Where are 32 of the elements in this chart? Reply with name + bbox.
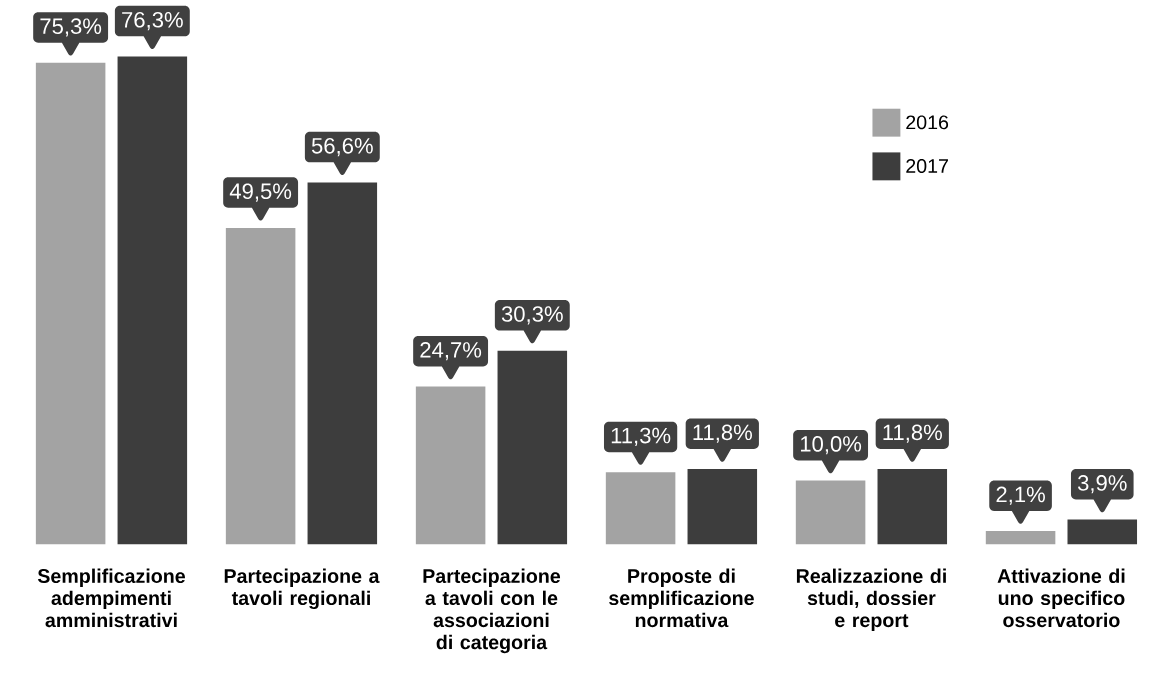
bar (35, 62, 106, 545)
data-label: 75,3% (40, 18, 102, 37)
data-label: 10,0% (800, 436, 862, 455)
x-tick-label: Partecipazione a tavoli regionali (224, 568, 380, 609)
data-label: 2,1% (996, 486, 1045, 505)
data-label: 76,3% (122, 11, 183, 31)
bar (225, 227, 296, 545)
data-label: 3,9% (1077, 475, 1127, 494)
bar (687, 469, 758, 545)
data-label: 56,6% (311, 137, 373, 157)
bar (877, 469, 948, 545)
data-label: 30,3% (501, 306, 563, 325)
bar (795, 480, 866, 545)
data-label: 49,5% (229, 183, 292, 202)
bar (1067, 519, 1138, 545)
bar (605, 472, 676, 545)
x-tick-label: Realizzazione di studi, dossier e report (796, 568, 946, 631)
x-tick-label: Semplificazione adempimenti amministrativi (37, 568, 185, 628)
bar (497, 350, 568, 545)
legend-label: 2016 (906, 115, 949, 130)
bar (415, 386, 486, 545)
x-tick-label: Partecipazione a tavoli con le associazioni di categoria (423, 568, 561, 654)
data-label: 11,8% (883, 424, 942, 443)
x-tick-label: Attivazione di uno specifico osservatorio (997, 568, 1125, 628)
data-label: 11,3% (611, 427, 671, 446)
bar (117, 56, 188, 545)
bar (985, 531, 1056, 545)
data-label: 11,8% (693, 424, 752, 443)
bar (307, 182, 378, 545)
x-tick-label: Proposte di semplificazione normativa (609, 568, 754, 628)
data-label: 24,7% (420, 341, 482, 361)
legend-label: 2017 (906, 159, 948, 173)
